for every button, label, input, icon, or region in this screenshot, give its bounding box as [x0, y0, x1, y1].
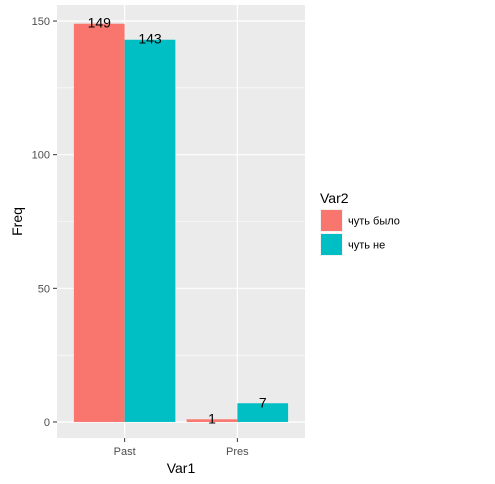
y-axis: 0 50 100 150 — [32, 16, 57, 429]
y-axis-title: Freq — [9, 207, 25, 236]
bar-2-past — [124, 39, 176, 422]
data-label: 143 — [138, 31, 162, 47]
bar-1-past — [73, 23, 125, 422]
legend-swatch — [321, 234, 342, 255]
y-tick-label: 150 — [32, 16, 50, 28]
bar-1-pres — [186, 419, 238, 422]
x-axis: Past Pres — [114, 438, 249, 458]
legend-label: чуть не — [348, 240, 385, 252]
legend-title: Var2 — [320, 190, 349, 206]
legend-label: чуть было — [348, 216, 400, 228]
data-label: 7 — [259, 394, 267, 410]
legend-swatch — [321, 210, 342, 231]
y-tick-label: 100 — [32, 150, 50, 162]
legend: Var2 чуть было чуть не — [320, 190, 400, 256]
x-axis-title: Var1 — [167, 460, 196, 476]
y-tick-label: 50 — [38, 283, 50, 295]
data-label: 149 — [88, 15, 112, 31]
bars — [73, 23, 289, 422]
bar-2-pres — [237, 403, 289, 422]
x-tick-label: Pres — [226, 446, 249, 458]
data-label: 1 — [208, 410, 216, 426]
y-tick-label: 0 — [44, 417, 50, 429]
x-tick-label: Past — [114, 446, 136, 458]
data-labels: 149 1 143 7 — [88, 15, 267, 427]
